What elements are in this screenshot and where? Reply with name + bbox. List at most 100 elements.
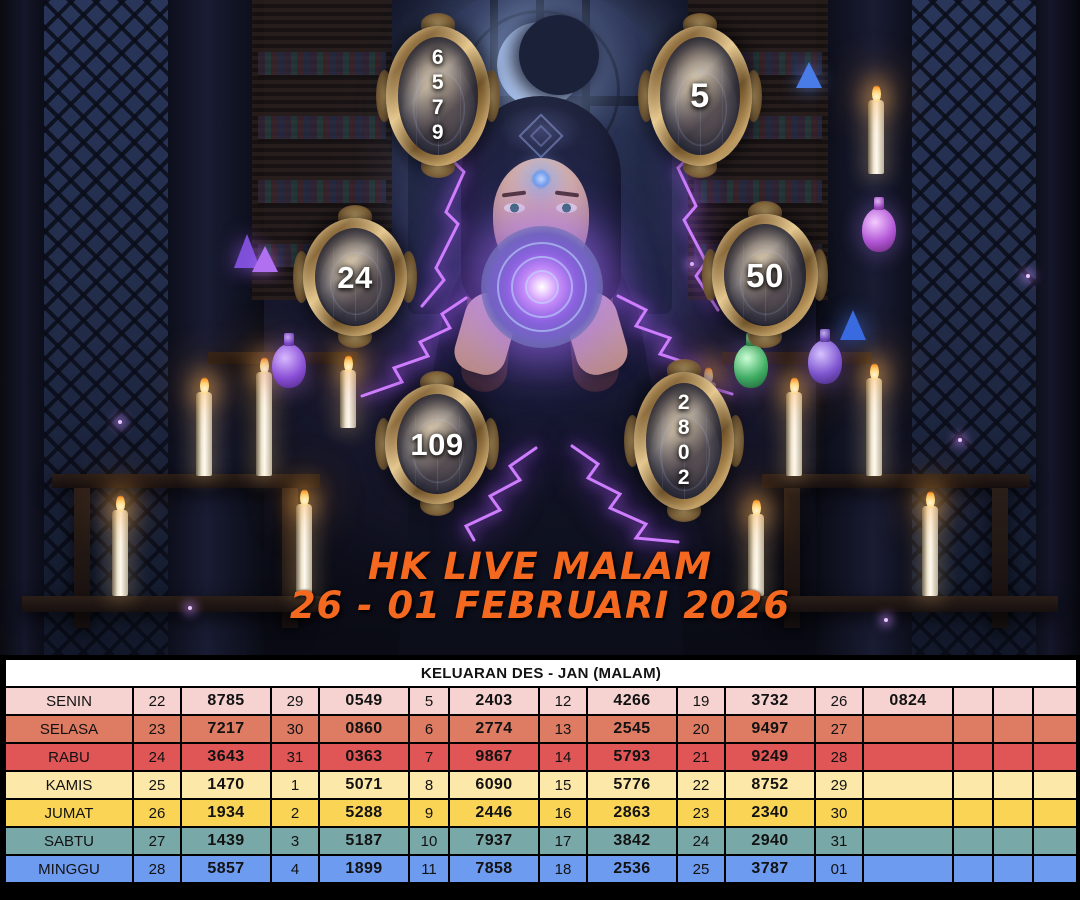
empty-cell <box>992 770 1034 800</box>
result-cell: 1439 <box>180 826 272 856</box>
mirror-glass <box>398 37 478 155</box>
mirror-glass <box>724 224 806 326</box>
table-left-leg <box>74 488 90 628</box>
result-cell: 1470 <box>180 770 272 800</box>
day-label: RABU <box>4 742 134 772</box>
curtain-left-inner <box>168 0 264 660</box>
shelf-books <box>258 180 386 206</box>
table-right-leg <box>992 488 1008 628</box>
mirror-glass <box>397 394 477 494</box>
result-cell: 3787 <box>724 854 816 884</box>
mirror-digit: 7 <box>431 96 445 119</box>
mirror-mid-right[interactable]: 50 <box>702 201 828 348</box>
table-row: SENIN 22 8785 29 0549 5 2403 12 4266 19 3732 26 0824 <box>4 686 1079 716</box>
result-cell: 5793 <box>586 742 678 772</box>
result-cell: 8785 <box>180 686 272 716</box>
mirror-digit: 2 <box>677 465 691 489</box>
mirror-top-right[interactable]: 5 <box>638 13 762 178</box>
empty-cell <box>862 826 954 856</box>
day-label: JUMAT <box>4 798 134 828</box>
empty-cell <box>992 686 1034 716</box>
flame-icon <box>925 491 935 508</box>
result-cell: 8752 <box>724 770 816 800</box>
table-row: SABTU 27 1439 3 5187 10 7937 17 3842 24 2940 31 <box>4 826 1079 856</box>
headline-line-2: 26 - 01 FEBRUARI 2026 <box>289 584 791 627</box>
result-cell: 0363 <box>318 742 410 772</box>
forehead-gem-icon <box>528 166 554 192</box>
mirror-glass <box>660 37 740 155</box>
candle <box>196 377 212 476</box>
empty-cell <box>862 770 954 800</box>
shelf-books <box>258 52 386 78</box>
day-label: KAMIS <box>4 770 134 800</box>
mirror-digit: 5 <box>431 71 445 95</box>
date-cell: 27 <box>132 826 182 856</box>
headline-block: HK LIVE MALAM 26 - 01 FEBRUARI 2026 <box>0 548 1080 626</box>
empty-cell <box>992 714 1034 744</box>
potion-bottle-green <box>734 333 768 388</box>
mirror-mid-left[interactable]: 24 <box>293 205 417 348</box>
result-cell: 7217 <box>180 714 272 744</box>
mirror-digit: 8 <box>677 416 691 440</box>
candle <box>922 491 938 596</box>
empty-cell <box>1031 714 1079 744</box>
table-right-leg <box>784 488 800 628</box>
flame-icon <box>789 377 799 394</box>
crescent-moon-icon <box>497 15 599 108</box>
date-cell: 28 <box>132 854 182 884</box>
date-cell: 23 <box>676 798 726 828</box>
lattice-window-left <box>44 0 174 660</box>
empty-cell <box>862 714 954 744</box>
date-cell: 22 <box>676 770 726 800</box>
date-cell: 31 <box>814 826 864 856</box>
date-cell: 15 <box>538 770 588 800</box>
mirror-bottom-left[interactable]: 109 <box>375 371 499 516</box>
candle <box>112 495 128 596</box>
date-cell: 12 <box>538 686 588 716</box>
date-cell: 29 <box>270 686 320 716</box>
date-cell: 22 <box>132 686 182 716</box>
date-cell: 7 <box>408 742 450 772</box>
result-cell: 9867 <box>448 742 540 772</box>
flame-icon <box>751 499 761 516</box>
date-cell: 28 <box>814 742 864 772</box>
result-cell: 1934 <box>180 798 272 828</box>
orb-ring <box>525 270 559 304</box>
result-cell: 5288 <box>318 798 410 828</box>
potion-bottle-magenta <box>862 197 896 252</box>
mirror-digit: 9 <box>431 120 445 144</box>
table-right-top <box>762 474 1030 488</box>
mirror-number: 24 <box>337 259 373 295</box>
sparkle <box>118 420 122 424</box>
date-cell: 1 <box>270 770 320 800</box>
empty-cell <box>862 798 954 828</box>
result-cell: 0549 <box>318 686 410 716</box>
mirror-digit: 2 <box>677 391 691 415</box>
date-cell: 01 <box>814 854 864 884</box>
headline-line-1: HK LIVE MALAM <box>367 545 713 588</box>
flame-icon <box>869 363 879 380</box>
date-cell: 30 <box>814 798 864 828</box>
eye-right <box>556 203 577 213</box>
result-cell: 0860 <box>318 714 410 744</box>
empty-cell <box>1031 854 1079 884</box>
empty-cell <box>1031 686 1079 716</box>
empty-cell <box>952 826 994 856</box>
date-cell: 14 <box>538 742 588 772</box>
day-label: MINGGU <box>4 854 134 884</box>
date-cell: 3 <box>270 826 320 856</box>
empty-cell <box>1031 742 1079 772</box>
mirror-number: 109 <box>410 426 464 462</box>
candle <box>340 355 356 428</box>
potion-bottle-violet <box>808 329 842 384</box>
result-cell: 0824 <box>862 686 954 716</box>
day-label: SENIN <box>4 686 134 716</box>
flame-icon <box>871 85 881 102</box>
candle <box>256 357 272 476</box>
date-cell: 9 <box>408 798 450 828</box>
